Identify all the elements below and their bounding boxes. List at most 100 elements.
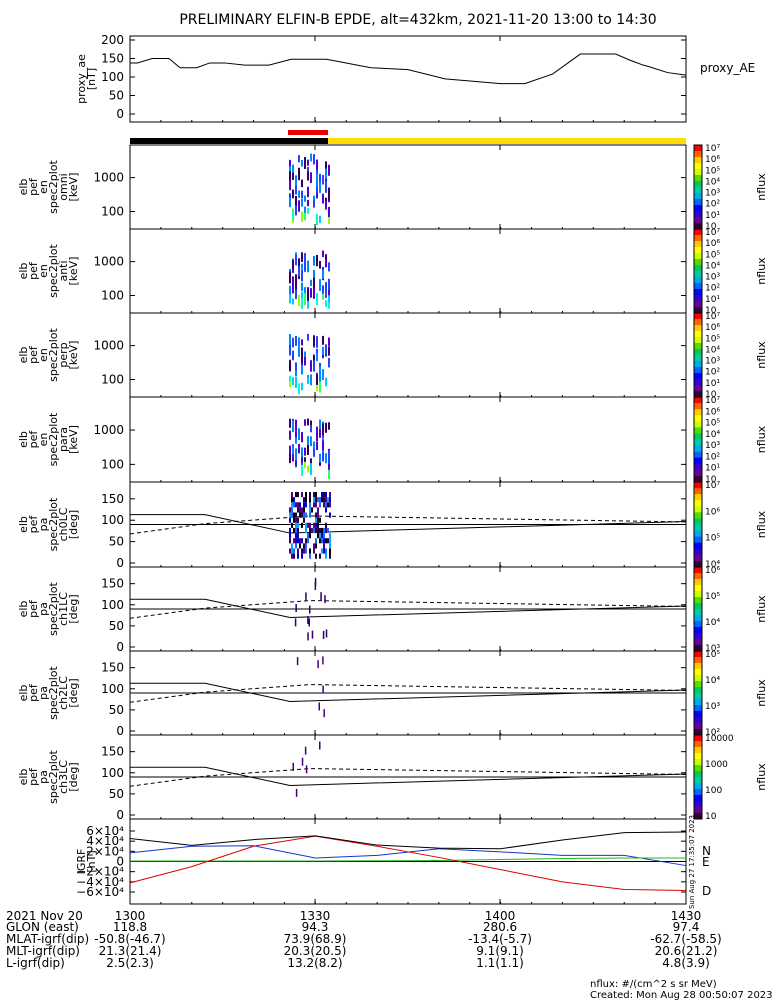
- pa-spectrogram-pixel: [295, 517, 297, 523]
- pa-spectrogram-pixel: [329, 491, 331, 498]
- colorbar-segment: [694, 753, 702, 760]
- colorbar-tick-label: 10⁵: [705, 650, 720, 660]
- pa-spectrogram-pixel: [317, 517, 319, 523]
- colorbar-segment: [694, 379, 702, 386]
- spectrogram-pixel: [292, 211, 294, 221]
- footer-value: 280.6: [483, 920, 517, 934]
- panel-frame: [129, 228, 687, 314]
- colorbar-segment: [694, 723, 702, 730]
- spectrogram-pixel: [295, 337, 297, 346]
- spectrogram-pixel: [325, 168, 327, 179]
- colorbar-segment: [694, 331, 702, 338]
- footer-value: 2.5(2.3): [106, 956, 154, 970]
- spectrogram-pixel: [292, 298, 294, 305]
- spectrogram-pixel: [325, 453, 327, 464]
- colorbar-segment: [694, 313, 702, 320]
- colorbar-tick-label: 10²: [705, 452, 720, 462]
- spectrogram-pixel: [319, 370, 321, 382]
- pa-spectrogram-pixel: [322, 656, 324, 665]
- colorbar-tick-label: 10⁴: [705, 560, 720, 570]
- spectrogram-pixel: [292, 285, 294, 294]
- pa-spectrogram-pixel: [317, 507, 319, 513]
- pa-spectrogram-pixel: [322, 630, 325, 639]
- y-axis-label: [keV]: [67, 173, 80, 202]
- spectrogram-pixel: [325, 259, 327, 267]
- pa-spectrogram-pixel: [323, 497, 325, 503]
- y-tick-label: 100: [101, 288, 124, 302]
- spectrogram-pixel: [322, 269, 324, 279]
- spectrogram-pixel: [295, 274, 297, 283]
- spectrogram-pixel: [307, 207, 309, 215]
- igrf-line: [129, 845, 687, 867]
- footer-row-label: GLON (east): [6, 920, 79, 934]
- colorbar-segment: [694, 675, 702, 682]
- spectrogram-pixel: [301, 190, 303, 199]
- spectrogram-pixel: [328, 456, 330, 464]
- colorbar-segment: [694, 349, 702, 356]
- y-axis-label: pef: [27, 261, 40, 280]
- colorbar-segment: [694, 783, 702, 790]
- pa-spectrogram-pixel: [303, 497, 305, 503]
- spectrogram-pixel: [316, 183, 318, 194]
- colorbar-segment: [694, 175, 702, 182]
- pa-spectrogram-pixel: [301, 522, 303, 528]
- pa-spectrogram-pixel: [314, 581, 317, 590]
- pa-spectrogram-pixel: [317, 660, 319, 669]
- colorbar-segment: [694, 657, 702, 664]
- colorbar-segment: [694, 241, 702, 248]
- colorbar-segment: [694, 427, 702, 434]
- colorbar-segment: [694, 771, 702, 778]
- spectrogram-pixel: [310, 172, 312, 184]
- spectrogram-pixel: [316, 177, 318, 187]
- y-axis-label: spec2plot: [47, 412, 60, 466]
- spectrogram-pixel: [301, 212, 303, 222]
- colorbar-segment: [694, 151, 702, 158]
- spectrogram-pixel: [292, 337, 294, 348]
- colorbar-segment: [694, 711, 702, 718]
- y-tick-label: 100: [101, 766, 124, 780]
- pa-spectrogram-pixel: [315, 543, 317, 549]
- colorbar-tick-label: 10⁶: [705, 407, 720, 417]
- colorbar-segment: [694, 591, 702, 598]
- colorbar-segment: [694, 699, 702, 706]
- footer-value: -50.8(-46.7): [94, 932, 165, 946]
- footer-value: 1300: [115, 909, 146, 923]
- pa-spectrogram-pixel: [305, 527, 307, 534]
- pa-spectrogram-pixel: [307, 538, 309, 544]
- pa-spectrogram-pixel: [299, 538, 301, 544]
- spectrogram-pixel: [307, 159, 309, 166]
- pa-spectrogram-pixel: [325, 527, 327, 534]
- y-tick-label: −4×10⁴: [76, 875, 124, 889]
- footer-value: 9.1(9.1): [476, 944, 524, 958]
- pa-spectrogram-pixel: [315, 517, 317, 523]
- colorbar-tick-label: 10⁷: [705, 228, 720, 238]
- spectrogram-pixel: [310, 420, 312, 428]
- spectrogram-pixel: [316, 159, 318, 170]
- colorbar-segment: [694, 193, 702, 200]
- spectrogram-pixel: [304, 447, 306, 456]
- colorbar-label: nflux: [755, 341, 768, 369]
- pa-spectrogram-pixel: [295, 522, 297, 528]
- spectrogram-pixel: [316, 190, 318, 199]
- spectrogram-pixel: [295, 448, 297, 461]
- pa-spectrogram-pixel: [291, 497, 293, 503]
- colorbar-tick-label: 10⁷: [705, 312, 720, 322]
- colorbar-segment: [694, 289, 702, 296]
- colorbar-segment: [694, 512, 702, 519]
- spectrogram-pixel: [307, 376, 309, 384]
- pa-spectrogram-pixel: [307, 632, 309, 641]
- spectrogram-pixel: [307, 199, 309, 207]
- spectrogram-pixel: [298, 265, 300, 277]
- colorbar-segment: [694, 645, 702, 652]
- y-axis-label: [deg]: [67, 510, 80, 539]
- pa-spectrogram-pixel: [319, 497, 321, 503]
- footer-value: 4.8(3.9): [662, 956, 710, 970]
- pa-spectrogram-pixel: [301, 491, 303, 498]
- footer-row-label: 2021 Nov 20: [6, 909, 83, 923]
- panel-frame: [129, 35, 687, 123]
- spectrogram-pixel: [316, 441, 318, 450]
- y-axis-label: pef: [27, 599, 40, 618]
- spectrogram-pixel: [301, 179, 303, 188]
- pa-spectrogram-pixel: [299, 502, 301, 508]
